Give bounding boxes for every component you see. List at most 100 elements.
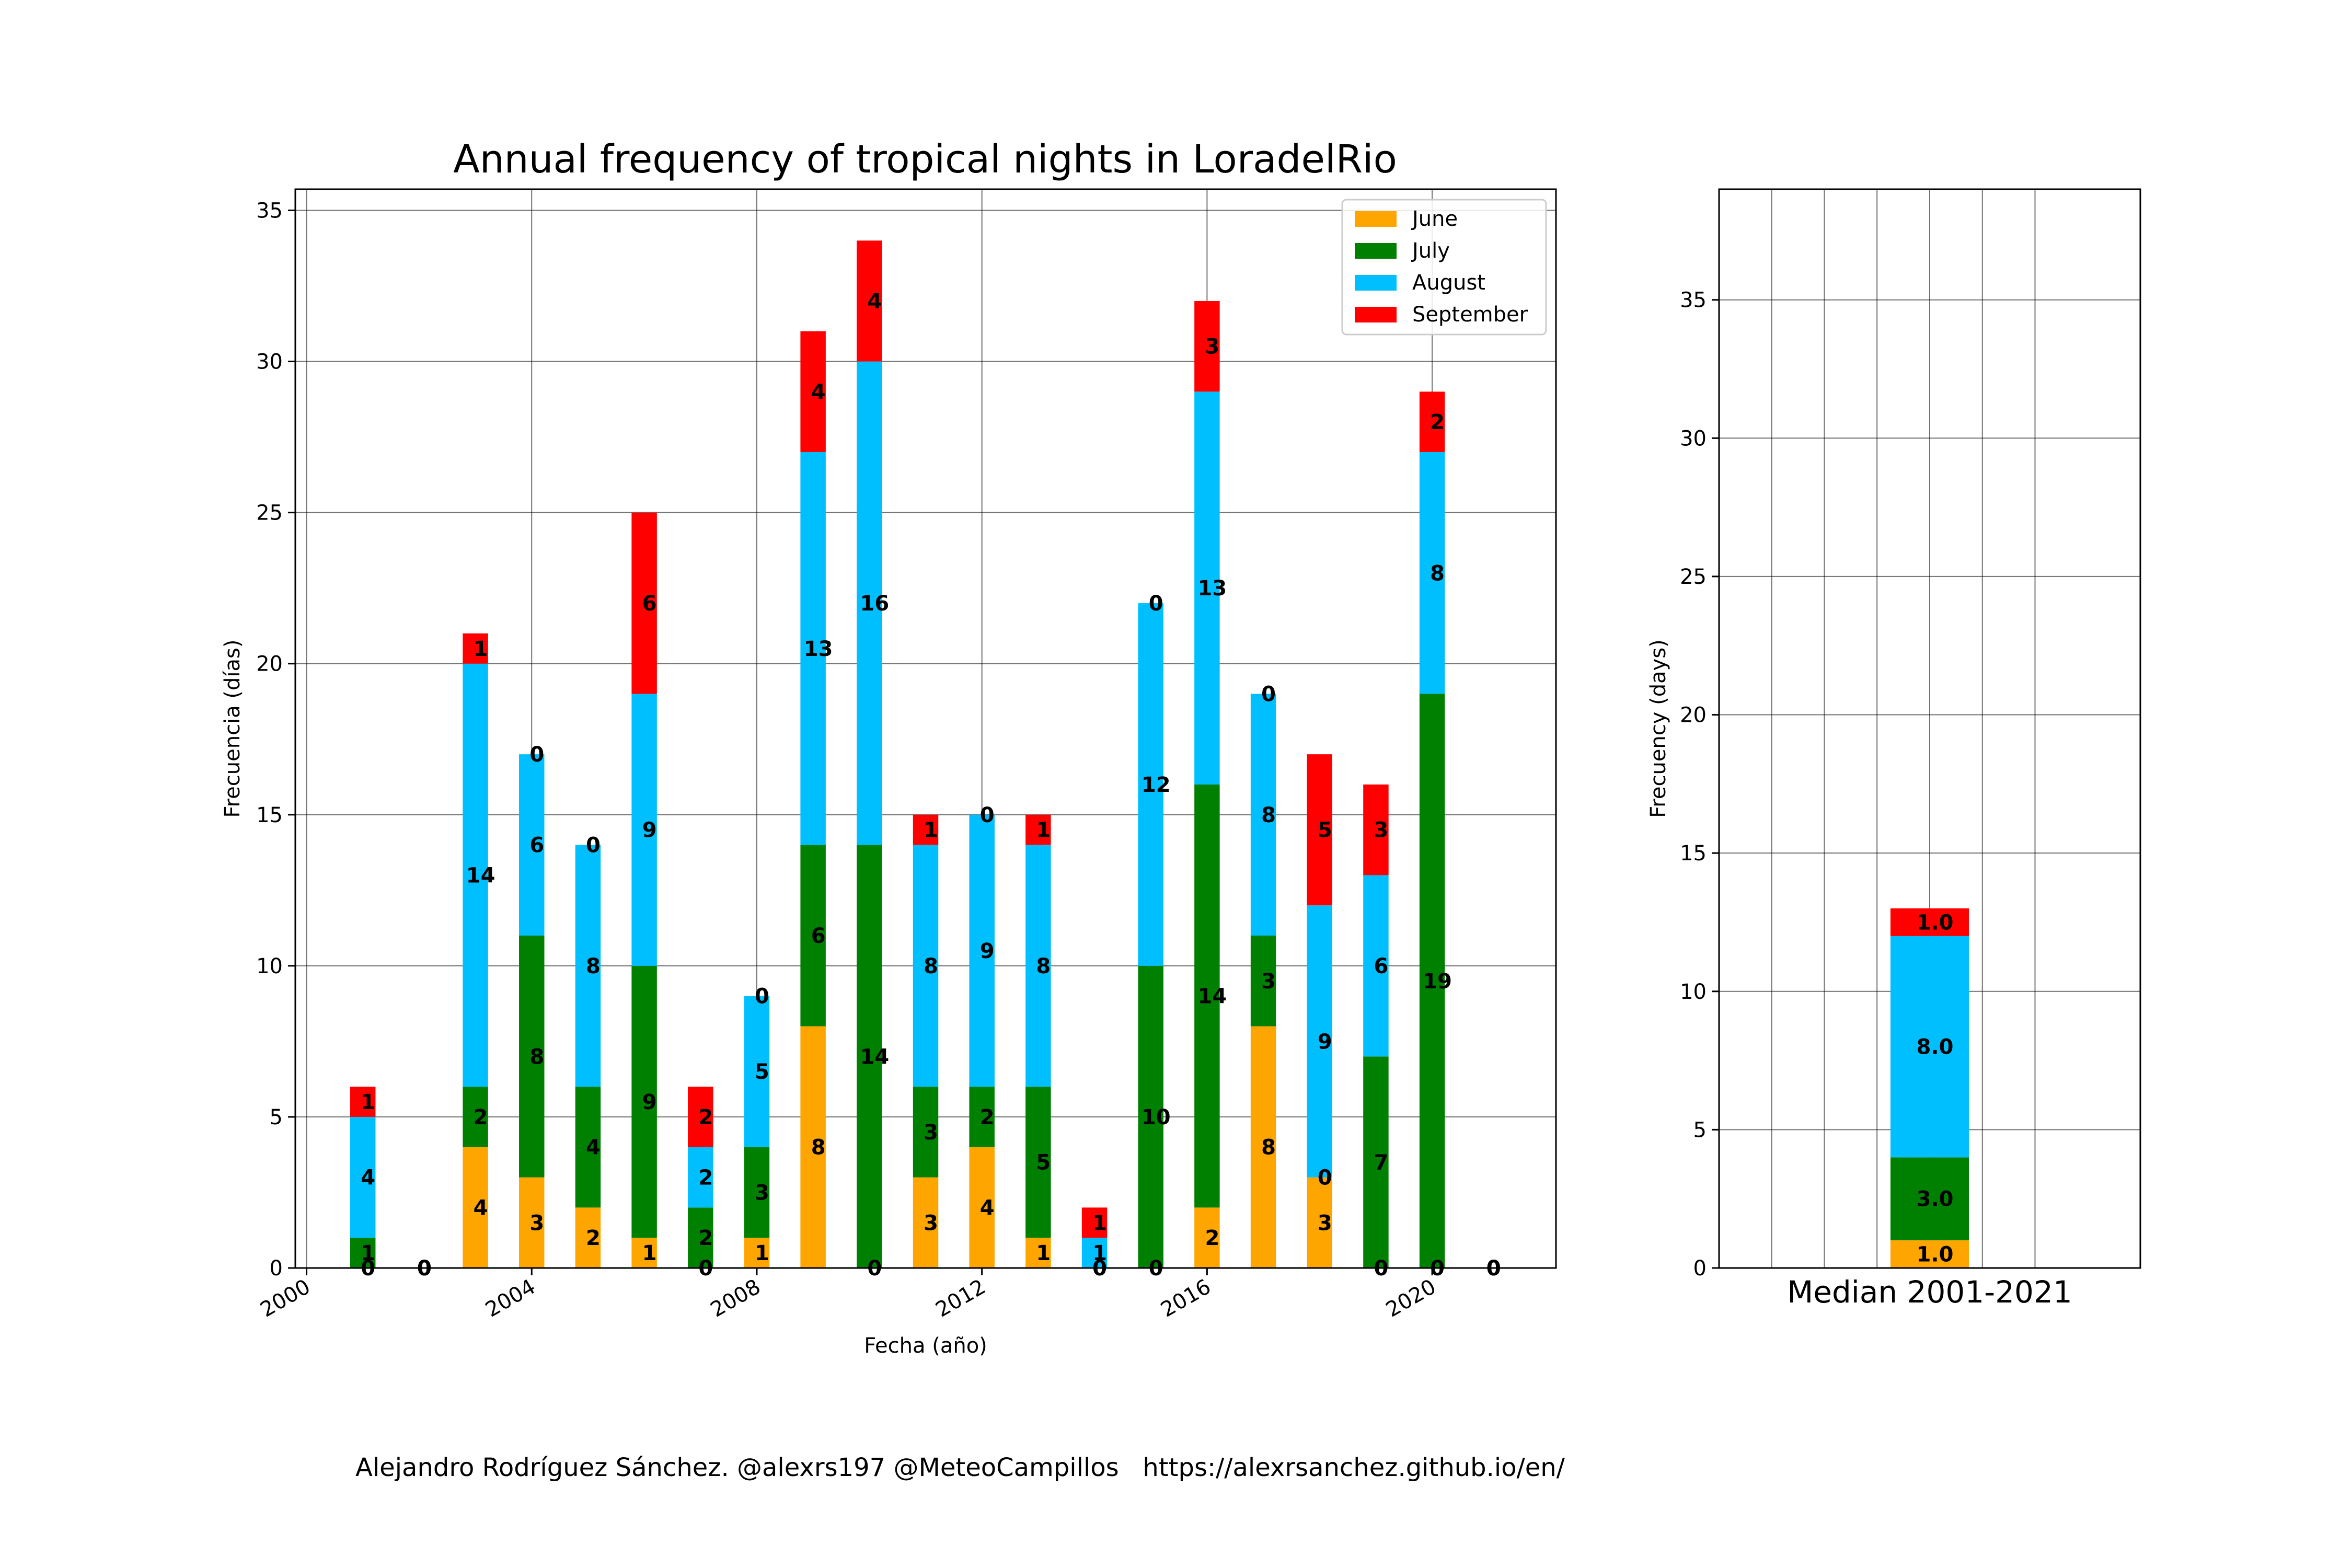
data-label: 5 <box>755 1060 769 1084</box>
data-label: 2 <box>586 1226 601 1250</box>
bar-segment <box>463 1147 488 1268</box>
bar-segment <box>350 1116 376 1238</box>
bar-segment <box>350 1087 376 1117</box>
bar-segment <box>1025 1087 1051 1238</box>
data-label: 8 <box>811 1136 826 1160</box>
bar-segment <box>688 1207 713 1268</box>
bar-segment <box>744 996 770 1147</box>
median-data-label: 8.0 <box>1917 1035 1954 1059</box>
data-label: 4 <box>361 1166 375 1190</box>
median-data-labels: 1.0 3.0 8.0 1.0 <box>1917 910 1954 1266</box>
data-label: 19 <box>1423 970 1452 994</box>
bar-segment <box>913 845 939 1087</box>
data-label: 3 <box>1374 818 1389 843</box>
bar-segment <box>350 1238 376 1268</box>
main-bars <box>350 240 1445 1268</box>
data-label: 2 <box>698 1166 713 1190</box>
data-label: 14 <box>860 1045 889 1069</box>
bar-segment <box>1419 694 1445 1268</box>
chart-title: Annual frequency of tropical nights in L… <box>453 137 1397 182</box>
bar-segment <box>1250 936 1276 1027</box>
footer-credit: Alejandro Rodríguez Sánchez. @alexrs197 … <box>355 1453 1565 1482</box>
median-data-label: 1.0 <box>1917 910 1954 935</box>
bar-segment <box>575 1207 601 1268</box>
data-label: 0 <box>586 834 601 858</box>
data-label: 2 <box>1205 1226 1219 1250</box>
data-label: 4 <box>980 1196 995 1220</box>
bar-segment <box>688 1087 713 1147</box>
legend-swatch <box>1355 243 1397 259</box>
y-axis-label: Frecuencia (días) <box>221 640 245 818</box>
data-label: 1 <box>1092 1241 1107 1265</box>
median-data-label: 1.0 <box>1917 1243 1954 1267</box>
bar-segment <box>463 663 488 1087</box>
data-label: 8 <box>1036 954 1051 978</box>
bar-segment <box>1081 1238 1108 1268</box>
bar-segment <box>1025 845 1051 1087</box>
y-tick-label: 25 <box>1680 565 1707 589</box>
legend-label: September <box>1412 303 1528 327</box>
bar-segment <box>1250 1026 1276 1268</box>
data-label: 6 <box>529 834 544 858</box>
data-label: 0 <box>1318 1166 1332 1190</box>
data-label: 8 <box>529 1045 544 1069</box>
data-label: 8 <box>586 954 601 978</box>
data-label: 1 <box>361 1241 375 1265</box>
data-label: 0 <box>980 803 995 827</box>
data-label: 1 <box>1036 1241 1051 1265</box>
y-tick-label: 30 <box>1680 426 1707 451</box>
bar-segment <box>1363 875 1389 1057</box>
bar-segment <box>575 845 601 1087</box>
median-y-tick-labels: 0 5 10 15 20 25 30 35 <box>1680 289 1719 1281</box>
bar-segment <box>969 814 995 1087</box>
data-label: 1 <box>755 1241 769 1265</box>
bar-segment <box>1307 754 1332 906</box>
data-label: 1 <box>1092 1211 1107 1235</box>
median-bars <box>1890 908 1969 1268</box>
bar-segment <box>744 1238 770 1268</box>
bar-segment <box>1363 784 1389 875</box>
bar-segment <box>913 1087 939 1178</box>
bar-segment <box>857 361 882 845</box>
bar-segment <box>519 1177 545 1268</box>
bar-segment <box>800 452 826 845</box>
data-label: 0 <box>529 743 544 767</box>
bar-segment <box>631 965 657 1238</box>
y-tick-label: 15 <box>256 803 283 827</box>
bar-segment <box>1025 1238 1051 1268</box>
data-label: 3 <box>755 1181 769 1205</box>
median-gridlines <box>1719 189 2140 1269</box>
median-plot-frame <box>1718 188 2141 1269</box>
data-label: 1 <box>642 1241 657 1265</box>
bar-segment <box>1194 784 1220 1208</box>
bar-segment <box>1250 694 1276 936</box>
data-label: 6 <box>811 924 826 948</box>
data-label: 5 <box>1036 1151 1051 1175</box>
data-label: 3 <box>1205 335 1219 359</box>
legend-label: July <box>1411 239 1450 263</box>
data-label: 9 <box>1318 1030 1332 1054</box>
data-label: 8 <box>1430 561 1445 585</box>
bar-segment <box>631 694 657 966</box>
y-tick-label: 20 <box>256 652 283 676</box>
data-label: 13 <box>1198 577 1227 601</box>
y-tick-label: 5 <box>1693 1118 1707 1142</box>
median-bar-segment <box>1890 1240 1969 1268</box>
main-chart: Annual frequency of tropical nights in L… <box>221 137 1557 1358</box>
bar-segment <box>800 331 826 452</box>
data-label: 0 <box>1149 592 1163 616</box>
bar-segment <box>969 1087 995 1147</box>
data-label: 8 <box>924 954 938 978</box>
median-data-label: 3.0 <box>1917 1187 1954 1212</box>
bar-segment <box>1081 1207 1108 1238</box>
data-label: 10 <box>1142 1105 1171 1129</box>
bar-segment <box>1194 301 1220 392</box>
data-label: 9 <box>980 939 995 963</box>
main-y-tick-labels: 0 5 10 15 20 25 30 35 <box>256 199 295 1281</box>
data-label: 2 <box>698 1226 713 1250</box>
data-label: 14 <box>1198 985 1227 1009</box>
data-label: 3 <box>1261 970 1276 994</box>
data-label: 5 <box>1318 818 1332 843</box>
bar-segment <box>519 936 545 1178</box>
